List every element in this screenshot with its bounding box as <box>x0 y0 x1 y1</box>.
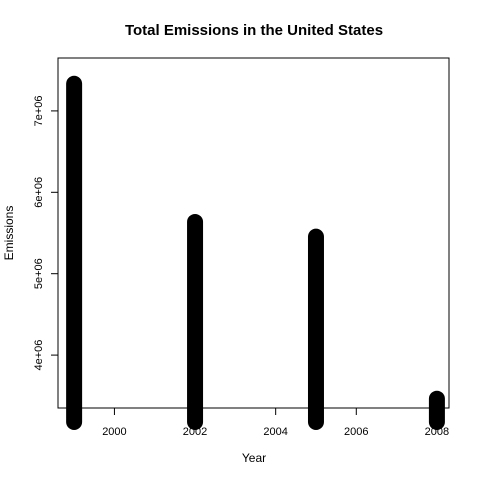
y-tick-label: 7e+06 <box>33 95 45 126</box>
x-axis-label: Year <box>242 451 266 465</box>
x-tick-label: 2008 <box>425 426 449 438</box>
x-tick-label: 2006 <box>344 426 368 438</box>
x-tick-label: 2002 <box>183 426 207 438</box>
y-axis: 4e+06 5e+06 6e+06 7e+06 <box>33 95 58 371</box>
chart-title: Total Emissions in the United States <box>125 22 383 39</box>
y-tick-label: 6e+06 <box>33 177 45 208</box>
x-axis: 2000 2002 2004 2006 2008 <box>102 408 449 438</box>
plot-frame <box>57 57 450 409</box>
x-tick-label: 2004 <box>263 426 287 438</box>
y-tick-label: 4e+06 <box>33 340 45 371</box>
y-tick-label: 5e+06 <box>33 258 45 289</box>
bars-group <box>66 75 445 430</box>
x-tick-label: 2000 <box>102 426 126 438</box>
y-axis-label: Emissions <box>2 206 16 261</box>
